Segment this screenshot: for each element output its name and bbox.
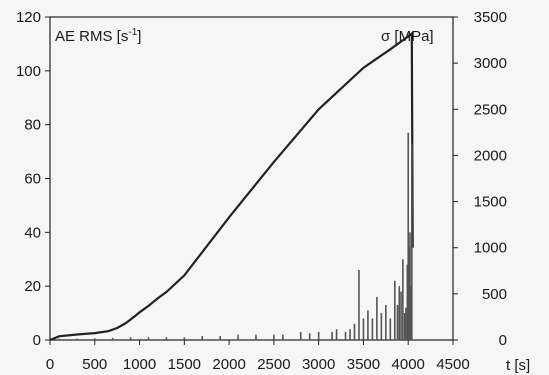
stress-line (49, 31, 414, 342)
y-right-tick-label: 500 (482, 286, 507, 303)
y-left-tick-label: 120 (16, 9, 41, 26)
axes: 0 20 40 60 80 100 120 0 500 1000 1500 2000 2500 3000 3… (16, 9, 507, 373)
y-right-tick-label: 2000 (474, 147, 507, 164)
x-axis-label: t [s] (506, 357, 530, 374)
y-right-tick-label: 1000 (474, 240, 507, 257)
y-left-tick-label: 60 (24, 171, 41, 188)
x-tick-label: 1000 (123, 356, 156, 373)
x-tick-label: 3000 (302, 356, 335, 373)
x-tick-label: 4500 (436, 356, 469, 373)
plot-frame (49, 16, 454, 341)
y-left-label-end: ] (137, 28, 141, 45)
x-tick-label: 4000 (392, 356, 425, 373)
series-layer (49, 31, 414, 342)
y-left-label-main: AE RMS [s (55, 28, 128, 45)
y-left-tick-label: 40 (24, 224, 41, 241)
y-left-tick-label: 0 (33, 332, 41, 349)
y-right-tick-label: 3000 (474, 55, 507, 72)
labels: AE RMS [s-1] σ [MPa] t [s] (55, 27, 530, 374)
y-left-tick-label: 80 (24, 117, 41, 134)
x-tick-label: 0 (46, 356, 54, 373)
x-tick-label: 500 (82, 356, 107, 373)
y-right-tick-label: 3500 (474, 9, 507, 26)
y-right-tick-label: 2500 (474, 101, 507, 118)
y-left-tick-label: 100 (16, 63, 41, 80)
y-left-label-sup: -1 (128, 27, 137, 38)
x-tick-label: 3500 (347, 356, 380, 373)
x-tick-label: 2500 (257, 356, 290, 373)
y-left-axis-label: AE RMS [s-1] (55, 27, 141, 45)
x-tick-label: 1500 (168, 356, 201, 373)
y-right-tick-label: 0 (499, 332, 507, 349)
x-tick-label: 2000 (212, 356, 245, 373)
y-left-tick-label: 20 (24, 278, 41, 295)
ae-rms-spikes (58, 132, 413, 340)
y-right-tick-label: 1500 (474, 194, 507, 211)
y-right-axis-label: σ [MPa] (381, 28, 434, 45)
